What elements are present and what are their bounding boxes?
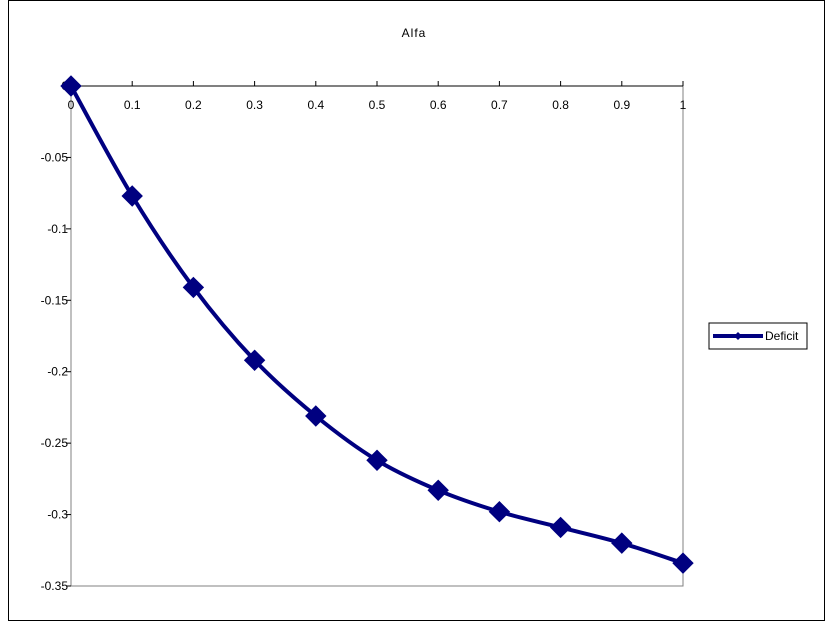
x-tick-label: 0.5 <box>369 98 386 112</box>
y-tick-label: -0.15 <box>41 293 69 307</box>
legend: Deficit <box>708 322 808 350</box>
data-point-marker <box>243 349 266 371</box>
x-axis: 0 0.1 0.2 0.3 0.4 0.5 0.6 0.7 0.8 0.9 1 <box>68 81 687 112</box>
data-point-marker <box>427 479 449 501</box>
x-tick-label: 0.9 <box>613 98 630 112</box>
x-tick-label: 1 <box>680 98 687 112</box>
data-point-marker <box>672 552 694 574</box>
x-tick-label: 0.3 <box>246 98 263 112</box>
chart-title: Alfa <box>402 26 427 40</box>
x-tick-label: 0.4 <box>307 98 324 112</box>
series-layer <box>60 75 694 574</box>
y-tick-label: -0.3 <box>47 508 68 522</box>
plot-area <box>70 85 684 587</box>
data-point-marker <box>121 185 143 207</box>
chart-frame: Alfa 0 -0.05 -0.1 -0.15 -0.2 -0.25 -0.3 -0.35 0… <box>8 0 825 621</box>
y-axis: 0-0.05-0.1-0.15-0.2-0.25-0.3-0.35 <box>41 79 71 593</box>
x-tick-label: 0 <box>68 98 75 112</box>
line-chart: Alfa 0 -0.05 -0.1 -0.15 -0.2 -0.25 -0.3 -0.35 0… <box>41 26 808 593</box>
x-tick-label: 0.8 <box>552 98 569 112</box>
data-point-marker <box>488 501 511 523</box>
x-tick-label: 0.7 <box>491 98 508 112</box>
x-tick-label: 0.6 <box>430 98 447 112</box>
data-point-marker <box>182 276 205 299</box>
data-point-marker <box>60 75 82 97</box>
y-tick-label: -0.25 <box>41 436 69 450</box>
legend-marker <box>734 332 742 340</box>
x-tick-label: 0.1 <box>124 98 141 112</box>
y-tick-label: -0.1 <box>47 222 68 236</box>
data-point-marker <box>305 405 327 427</box>
y-tick-label: -0.2 <box>47 365 68 379</box>
y-tick-label: -0.35 <box>41 579 69 593</box>
data-point-marker <box>549 516 572 539</box>
data-point-marker <box>611 532 633 554</box>
data-point-marker <box>366 449 388 471</box>
x-tick-label: 0.2 <box>185 98 202 112</box>
y-tick-label: -0.05 <box>41 150 69 164</box>
legend-label: Deficit <box>765 329 799 343</box>
